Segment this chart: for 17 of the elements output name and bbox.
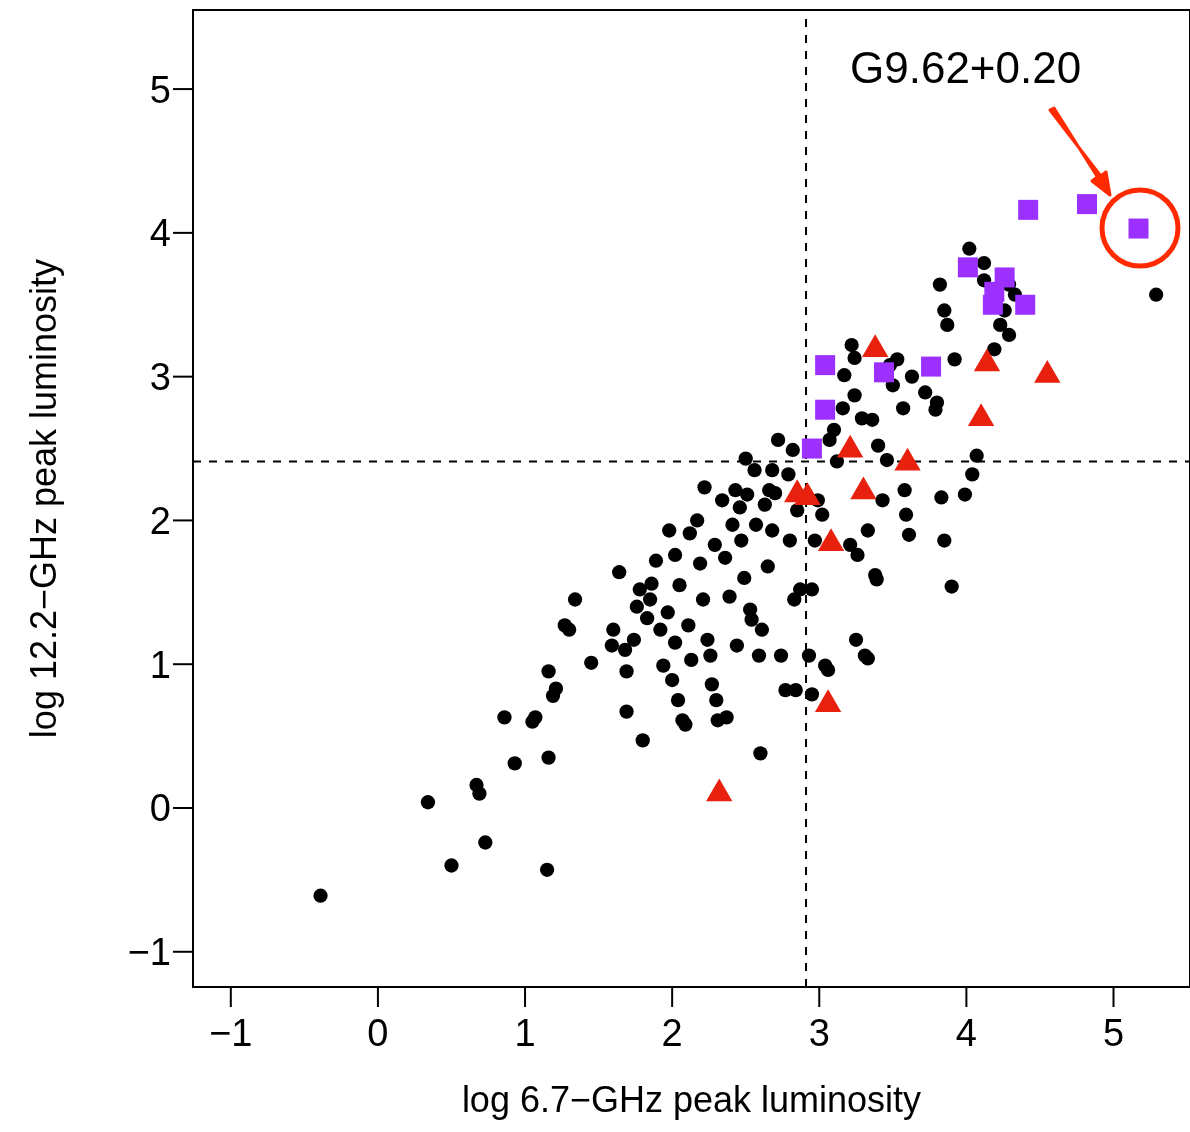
y-tick-label: 3 [149,356,171,399]
x-tick-label: 3 [808,1011,830,1054]
x-tick-label: 4 [955,1011,977,1054]
y-tick-label: 0 [149,787,171,830]
x-tick-label: 1 [514,1011,536,1054]
y-tick-label: −1 [127,931,171,974]
annotation: G9.62+0.20 [850,42,1082,94]
x-tick-label: 0 [367,1011,389,1054]
x-tick-label: 2 [661,1011,683,1054]
y-tick-label: 1 [149,643,171,686]
y-axis-title: log 12.2−GHz peak luminosity [22,258,64,739]
x-tick-label: −1 [209,1011,253,1054]
x-axis-title: log 6.7−GHz peak luminosity [461,1079,922,1120]
y-tick-label: 2 [149,499,171,542]
x-tick-label: 5 [1102,1011,1125,1054]
y-tick-label: 5 [149,68,171,111]
y-tick-label: 4 [149,212,171,255]
